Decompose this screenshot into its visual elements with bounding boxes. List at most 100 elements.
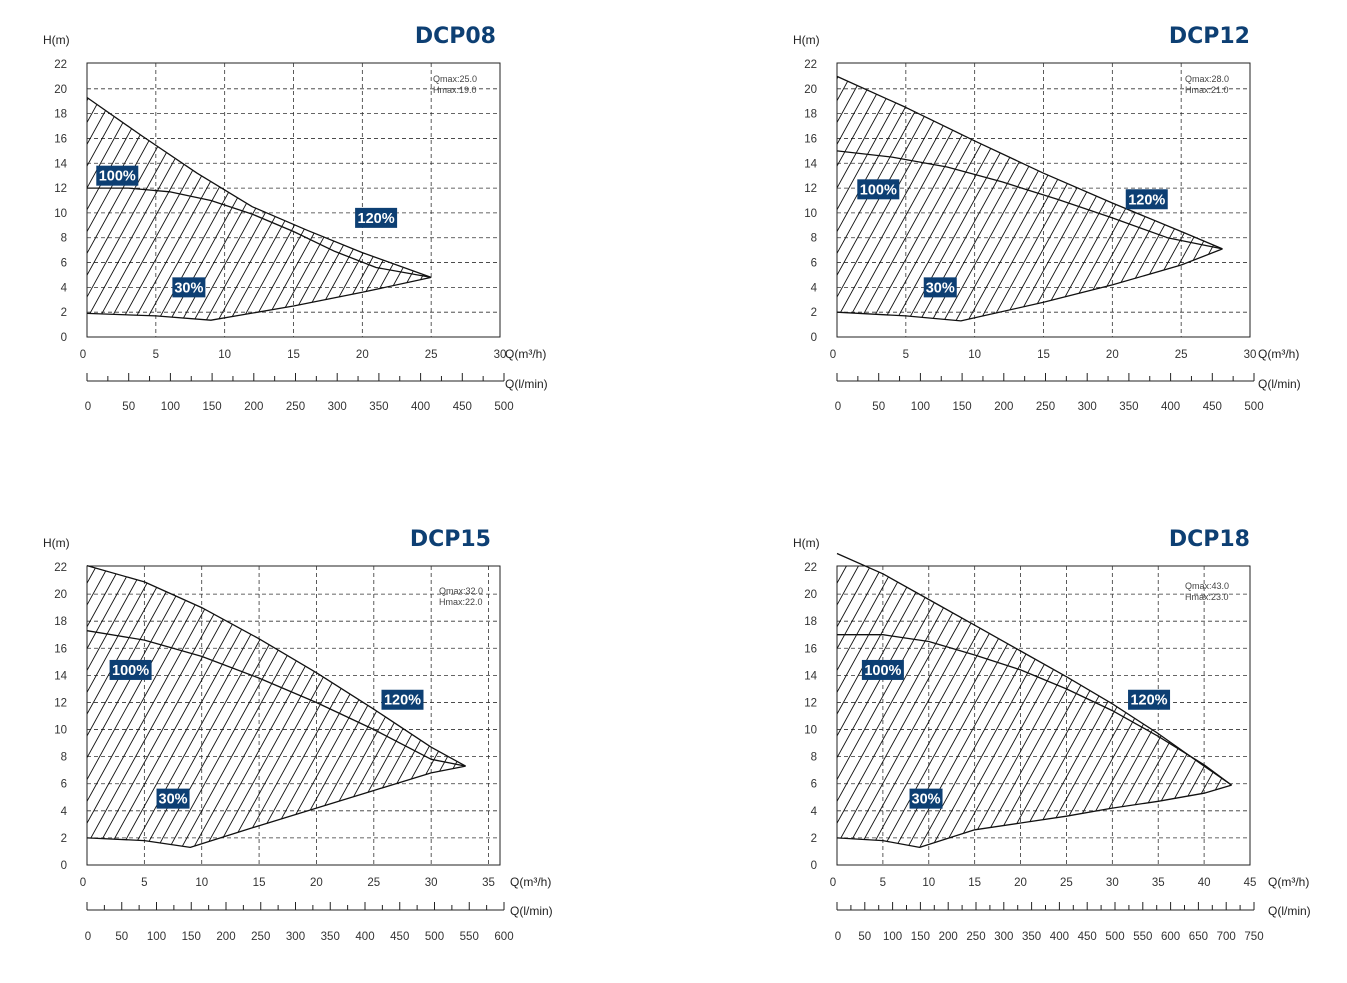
speed-badge-bg [1125,189,1168,210]
y-tick-label: 16 [54,133,67,145]
lmin-tick-label: 50 [858,931,871,943]
curve-100pct [837,634,1232,786]
speed-badge: 120% [355,207,398,228]
y-tick-label: 20 [54,84,67,96]
speed-badge: 100% [109,659,152,680]
speed-badge-bg [923,277,957,298]
x-tick-label: 30 [1244,349,1257,361]
lmin-tick-label: 0 [85,401,91,413]
x-axis-label: Q(m³/h) [1258,347,1299,361]
x-tick-label: 20 [310,877,323,889]
y-tick-label: 6 [811,779,817,791]
chart-title: DCP15 [410,527,491,552]
speed-badge: 30% [923,277,957,298]
lmin-tick-label: 0 [835,931,841,943]
speed-badge-bg [857,179,900,200]
x-tick-label: 0 [80,877,86,889]
speed-badge: 100% [96,165,139,186]
lmin-tick-label: 100 [147,931,166,943]
lmin-tick-label: 100 [161,401,180,413]
y-tick-label: 0 [811,860,817,872]
lmin-tick-label: 350 [1119,401,1138,413]
chart-title: DCP12 [1169,24,1250,49]
speed-badge-bg [172,277,206,298]
speed-badge: 120% [1128,689,1171,710]
x-tick-label: 25 [367,877,380,889]
lmin-tick-label: 250 [966,931,985,943]
lmin-tick-label: 200 [939,931,958,943]
x-tick-label: 30 [1106,877,1119,889]
lmin-tick-label: 50 [122,401,135,413]
curve-100pct [86,630,466,767]
lmin-tick-label: 600 [1161,931,1180,943]
lmin-tick-label: 550 [460,931,479,943]
y-tick-label: 6 [811,258,817,270]
y-tick-label: 4 [61,282,68,294]
curve-30pct [86,276,432,321]
x-tick-label: 30 [494,349,507,361]
x-axis-label: Q(m³/h) [510,875,551,889]
y-tick-label: 18 [804,109,817,121]
speed-badge-label: 30% [174,280,203,296]
y-tick-label: 12 [54,183,67,195]
y-tick-label: 20 [804,589,817,601]
lmin-tick-label: 300 [328,401,347,413]
speed-badge-bg [1128,689,1171,710]
lmin-axis-label: Q(l/min) [1268,904,1311,918]
y-tick-label: 20 [54,589,67,601]
y-axis-label: H(m) [43,536,70,550]
plot-frame [836,565,1251,866]
speed-badge-label: 30% [912,792,941,808]
curve-120pct [86,564,466,767]
curve-30pct [836,248,1223,322]
x-tick-label: 15 [968,877,981,889]
speed-badge-label: 120% [358,211,395,227]
lmin-tick-label: 50 [115,931,128,943]
x-tick-label: 20 [1106,349,1119,361]
y-tick-label: 10 [54,725,67,737]
lmin-tick-label: 200 [994,401,1013,413]
lmin-tick-label: 500 [494,401,513,413]
lmin-axis-label: Q(l/min) [1258,377,1301,391]
speed-badge: 30% [909,788,943,809]
lmin-tick-label: 450 [453,401,472,413]
lmin-axis-label: Q(l/min) [510,904,553,918]
y-tick-label: 16 [804,133,817,145]
annotation-line: Qmax:25.0 [433,74,477,84]
chart-dcp15: DCP15 H(m) 0 2 4 6 8 10 12 14 16 18 20 22 0 5 10 15 20 25 30… [43,527,553,943]
speed-badge: 120% [381,689,424,710]
y-axis-label: H(m) [793,33,820,47]
x-tick-label: 45 [1244,877,1257,889]
lmin-tick-label: 200 [216,931,235,943]
lmin-tick-label: 0 [85,931,91,943]
x-tick-label: 35 [1152,877,1165,889]
annotation-line: Qmax:32.0 [439,586,483,596]
x-tick-label: 35 [482,877,495,889]
y-tick-label: 16 [54,643,67,655]
y-tick-label: 4 [61,806,68,818]
x-tick-label: 10 [218,349,231,361]
x-tick-label: 10 [195,877,208,889]
curve-120pct [836,75,1223,250]
plot-frame [86,565,501,866]
y-axis-label: H(m) [43,33,70,47]
lmin-tick-label: 200 [244,401,263,413]
x-tick-label: 0 [830,349,836,361]
annotation-line: Qmax:43.0 [1185,581,1229,591]
lmin-tick-label: 250 [1036,401,1055,413]
x-tick-label: 25 [1175,349,1188,361]
chart-dcp08: DCP08 H(m) 0 2 4 6 8 10 12 14 16 18 20 22 0 5 10 15 20 25 30… [43,24,548,413]
y-tick-label: 2 [61,833,67,845]
speed-badge: 30% [172,277,206,298]
x-tick-label: 25 [1060,877,1073,889]
lmin-tick-label: 700 [1217,931,1236,943]
speed-badge: 100% [857,179,900,200]
x-tick-label: 25 [425,349,438,361]
x-tick-label: 40 [1198,877,1211,889]
x-tick-label: 5 [903,349,909,361]
y-tick-label: 18 [54,109,67,121]
lmin-tick-label: 100 [883,931,902,943]
